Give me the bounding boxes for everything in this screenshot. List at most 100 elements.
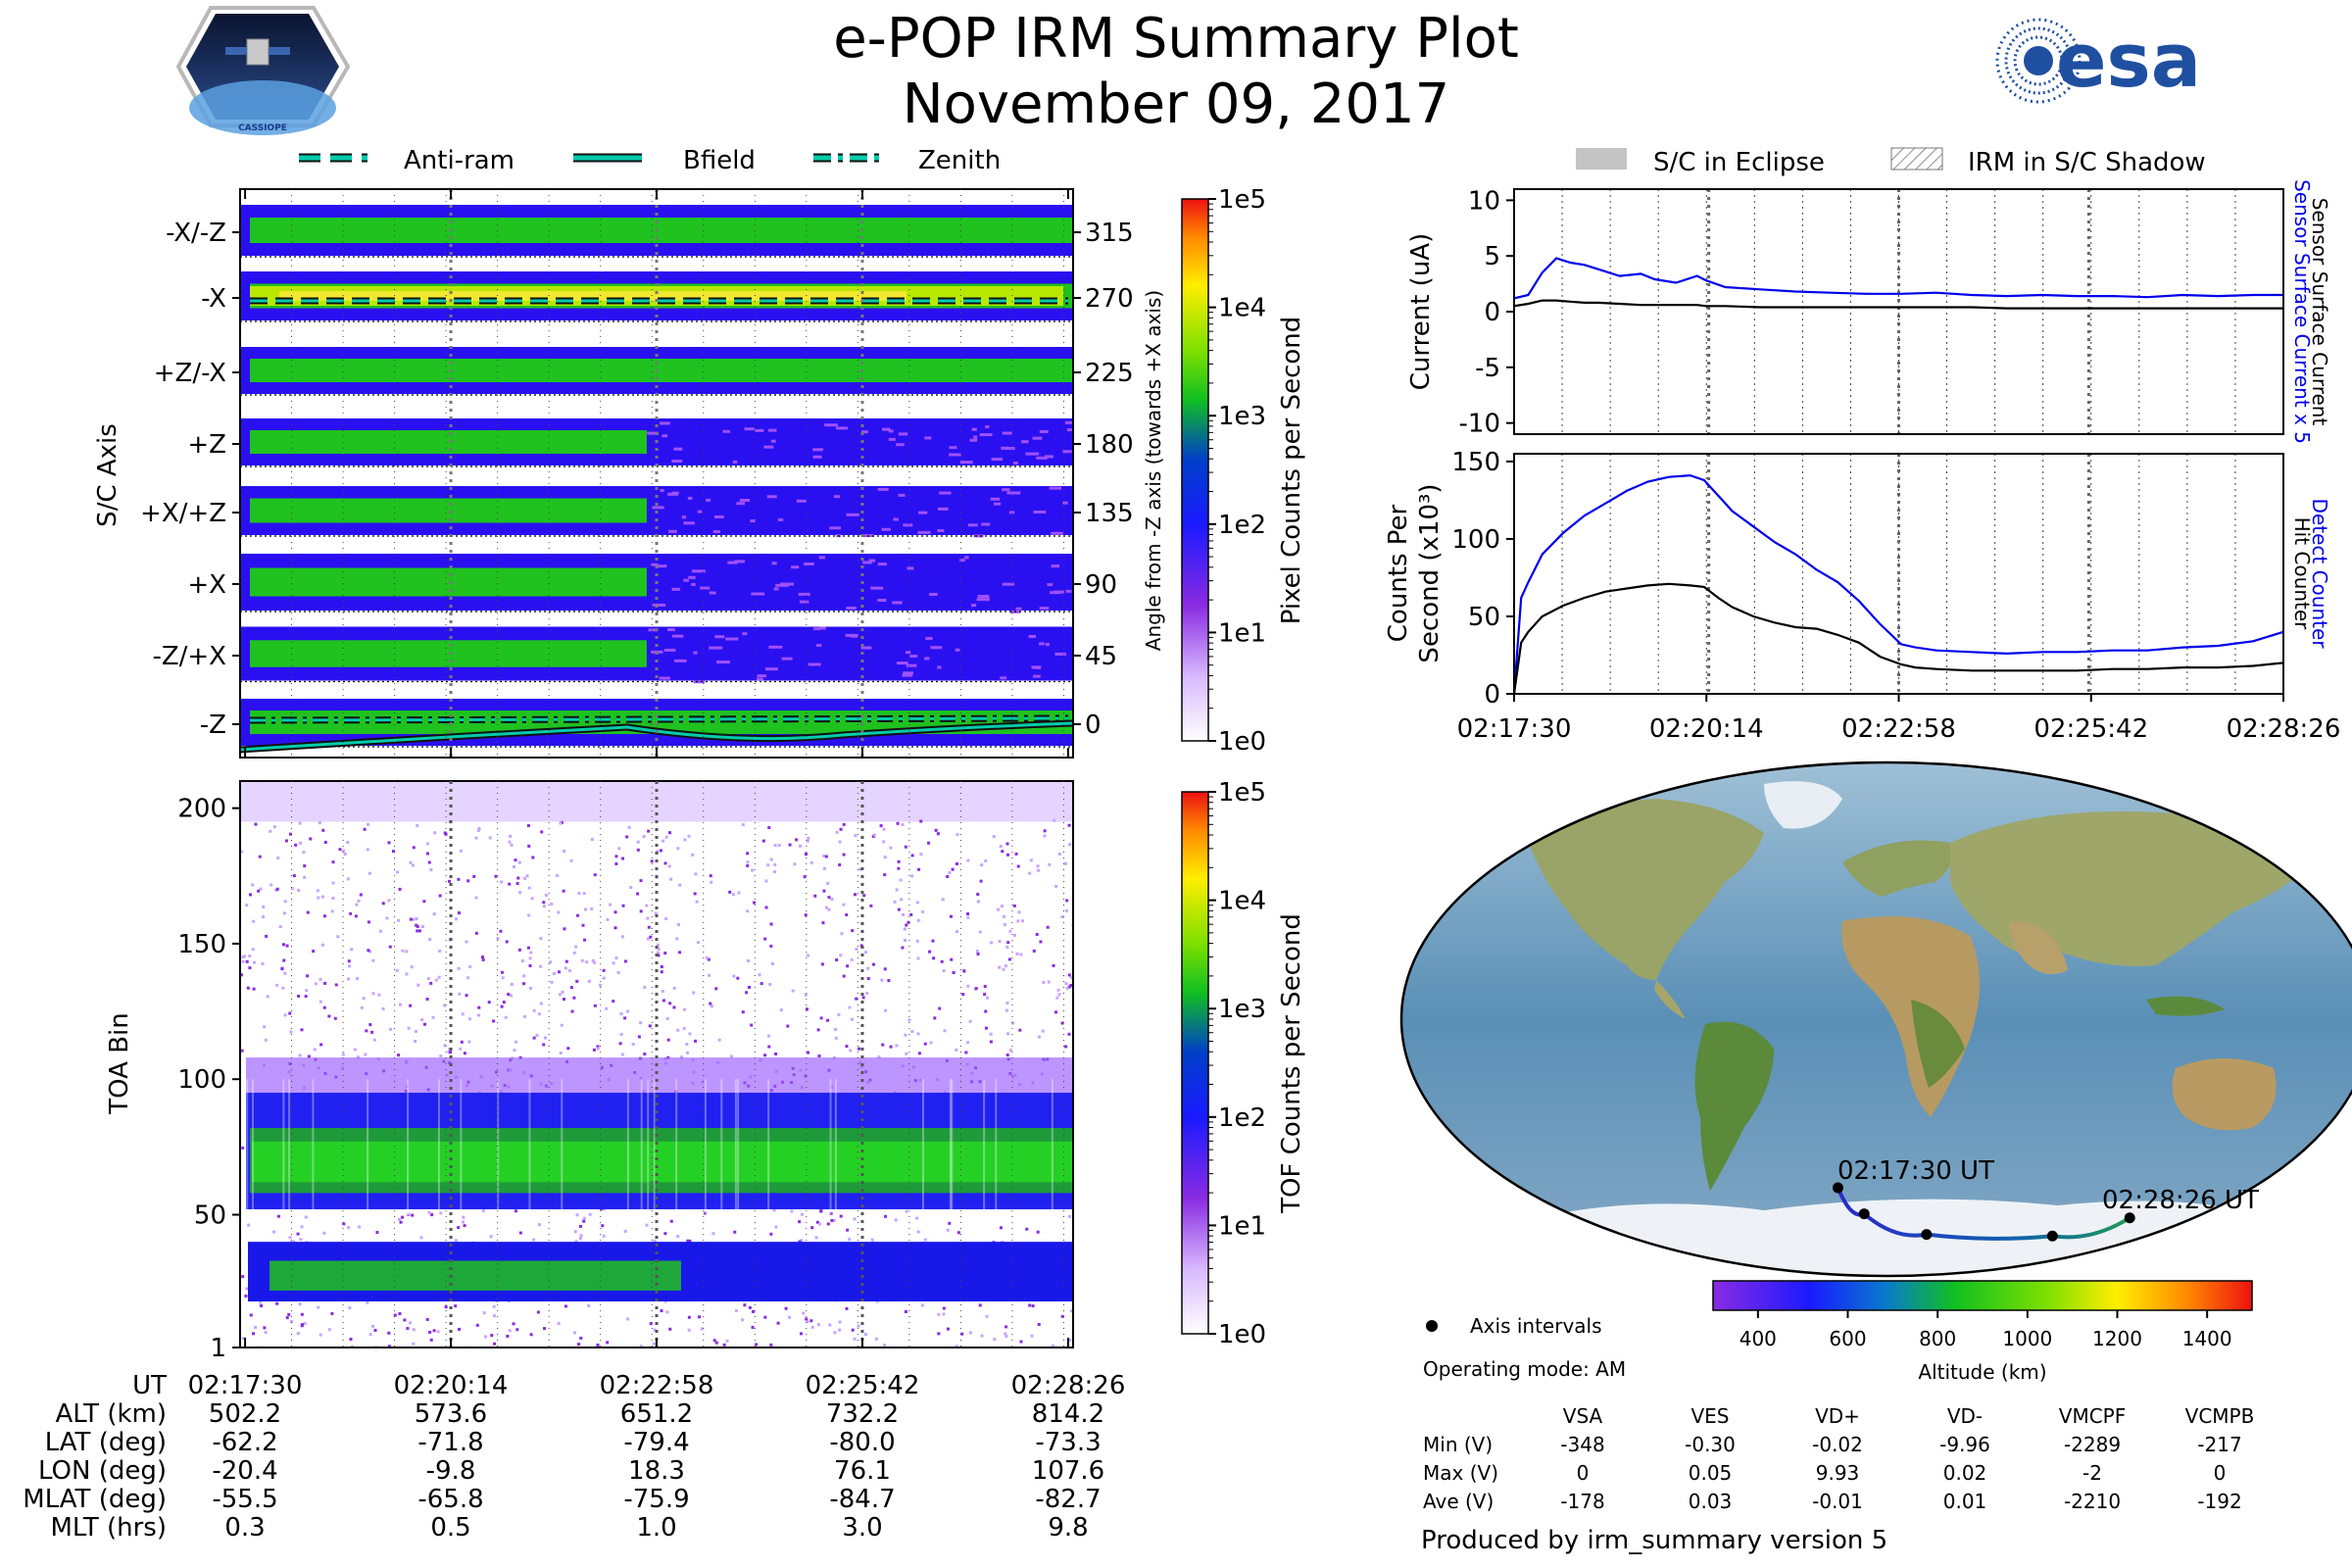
toa-noise <box>804 913 808 917</box>
toa-noise <box>522 974 526 978</box>
toa-noise <box>883 1344 887 1348</box>
toa-noise <box>743 1303 747 1307</box>
toa-noise <box>710 1004 713 1008</box>
pixel-ytick-label: +Z <box>187 430 226 460</box>
toa-noise <box>917 1052 921 1055</box>
toa-noise <box>426 842 430 846</box>
toa-noise <box>862 894 866 898</box>
toa-noise <box>342 1222 346 1226</box>
toa-noise <box>527 886 531 890</box>
toa-noise <box>240 850 244 854</box>
pixel-band-speckle <box>896 662 908 665</box>
toa-noise <box>1003 922 1006 926</box>
orbit-cell: 1.0 <box>636 1513 676 1543</box>
toa-noise <box>1041 1029 1045 1033</box>
toa-noise <box>406 1327 410 1331</box>
toa-noise <box>855 948 858 952</box>
toa-noise <box>870 1238 874 1242</box>
toa-noise <box>676 847 680 851</box>
toa-noise <box>492 1304 496 1308</box>
voltage-cell: -178 <box>1560 1490 1604 1513</box>
toa-noise <box>846 964 850 968</box>
pixel-band-speckle <box>888 437 896 441</box>
toa-ytick-label: 200 <box>177 795 226 824</box>
voltage-cell: -0.02 <box>1812 1433 1863 1456</box>
pixel-band-speckle <box>973 534 984 538</box>
toa-noise <box>532 1008 536 1012</box>
pixel-right-tick-label: 90 <box>1085 570 1117 600</box>
pixel-band-speckle <box>663 648 676 652</box>
toa-noise <box>529 951 533 955</box>
toa-noise <box>646 937 650 941</box>
legend-zenith: Zenith <box>918 146 1001 175</box>
toa-noise <box>574 945 578 949</box>
pixel-band-speckle <box>1036 456 1048 460</box>
pixel-band-speckle <box>955 648 960 652</box>
toa-noise <box>346 841 350 845</box>
toa-noise <box>494 874 498 878</box>
toa-noise <box>732 974 736 978</box>
toa-ytick-label: 100 <box>177 1065 226 1095</box>
pixel-band-speckle <box>673 447 683 451</box>
toa-noise <box>618 1042 622 1046</box>
toa-noise <box>365 1029 368 1033</box>
toa-noise <box>347 1226 351 1230</box>
toa-noise <box>327 1328 331 1332</box>
pixel-band-speckle <box>725 637 739 641</box>
toa-noise <box>889 846 893 850</box>
toa-noise <box>348 1306 352 1310</box>
toa-noise <box>570 1009 574 1013</box>
toa-noise <box>976 893 980 897</box>
toa-noise <box>929 1041 933 1045</box>
toa-noise <box>557 910 561 914</box>
toa-noise <box>347 959 351 963</box>
toa-noise <box>614 956 618 959</box>
toa-noise <box>643 985 647 989</box>
pixel-band-speckle <box>959 461 973 465</box>
toa-noise <box>348 964 352 968</box>
pixel-band-speckle <box>1054 652 1067 656</box>
toa-noise <box>978 1303 982 1307</box>
legend-shadow: IRM in S/C Shadow <box>1968 148 2206 177</box>
series-line <box>1514 473 2283 694</box>
voltage-cell: 0 <box>2214 1461 2227 1485</box>
toa-noise <box>557 1321 561 1325</box>
toa-noise <box>747 985 751 989</box>
toa-vertical-gap <box>282 1079 285 1215</box>
toa-noise <box>1036 1230 1040 1234</box>
toa-noise <box>323 981 327 985</box>
toa-noise <box>558 970 562 974</box>
toa-noise <box>872 962 876 966</box>
toa-noise <box>520 959 524 963</box>
toa-noise <box>425 852 429 856</box>
pixel-band-speckle <box>994 502 1002 506</box>
toa-noise <box>459 1047 463 1051</box>
toa-vertical-gap <box>561 1079 564 1215</box>
toa-noise <box>484 1335 488 1339</box>
pixel-band-speckle <box>1004 446 1015 450</box>
voltage-row-label: Ave (V) <box>1423 1490 1494 1513</box>
toa-noise <box>833 1027 837 1031</box>
toa-noise <box>1067 823 1071 827</box>
toa-noise <box>385 916 389 920</box>
axis-interval-marker <box>1858 1208 1870 1220</box>
toa-noise <box>262 915 266 919</box>
toa-noise <box>1018 1028 1022 1032</box>
pixel-band-speckle <box>937 507 949 511</box>
toa-noise <box>1043 829 1047 833</box>
toa-noise <box>682 1026 686 1030</box>
toa-noise <box>923 1042 927 1046</box>
toa-noise <box>502 1001 506 1004</box>
toa-noise <box>769 858 773 861</box>
pixel-band-speckle <box>647 431 659 435</box>
altitude-colorbar-tick-label: 800 <box>1919 1327 1956 1350</box>
toa-noise <box>312 950 316 954</box>
pixel-band-speckle <box>898 432 908 436</box>
colorbar-tick-label: 1e0 <box>1218 727 1266 757</box>
pixel-right-ylabel: Angle from -Z axis (towards +X axis) <box>1142 290 1165 651</box>
toa-noise <box>645 904 649 907</box>
toa-noise <box>564 959 568 963</box>
orbit-cell: 02:25:42 <box>806 1371 920 1400</box>
orbit-cell: -80.0 <box>829 1428 895 1457</box>
toa-noise <box>587 1303 591 1307</box>
